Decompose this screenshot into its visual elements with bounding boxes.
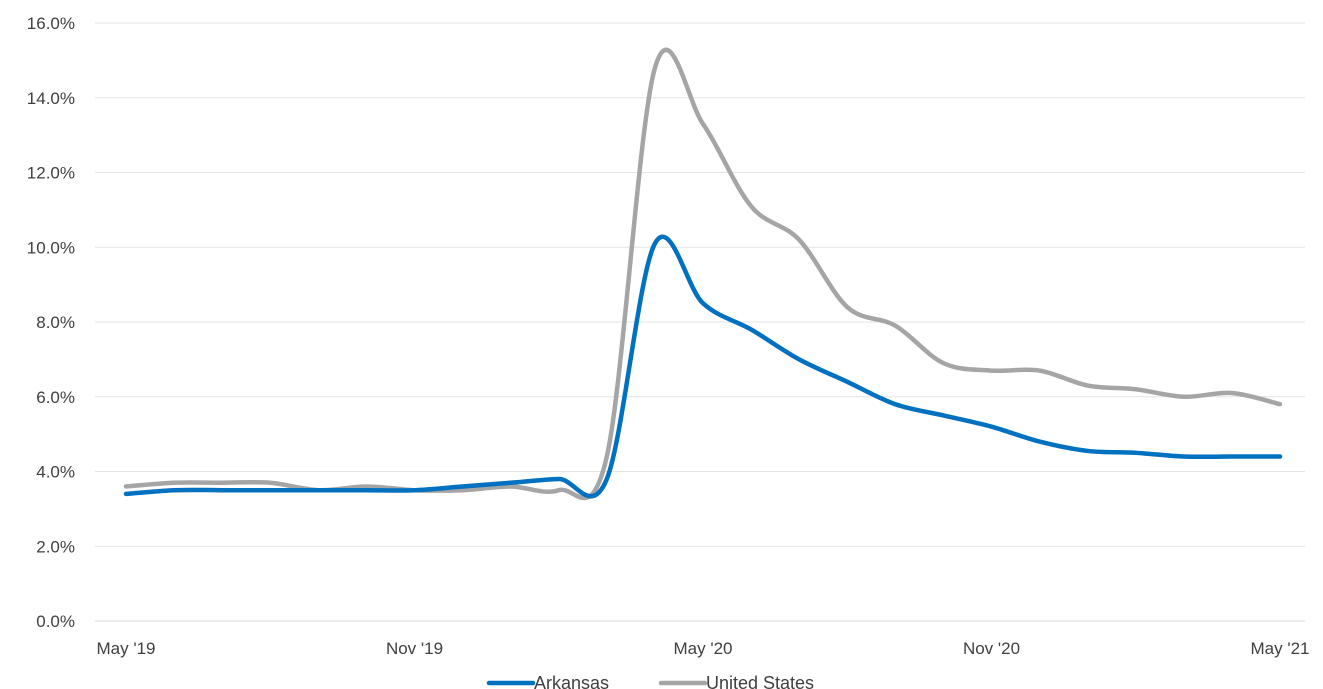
- y-tick-label: 16.0%: [27, 14, 75, 33]
- y-tick-label: 0.0%: [36, 612, 75, 631]
- x-tick-label: Nov '19: [386, 639, 443, 658]
- legend: Arkansas United States: [486, 673, 814, 689]
- x-tick-label: Nov '20: [963, 639, 1020, 658]
- series-lines: [123, 47, 1283, 501]
- legend-label-arkansas: Arkansas: [534, 673, 609, 689]
- x-tick-label: May '20: [674, 639, 733, 658]
- y-tick-label: 2.0%: [36, 537, 75, 556]
- y-axis-ticks: 0.0% 2.0% 4.0% 6.0% 8.0% 10.0% 12.0% 14.0% 16.0%: [27, 14, 75, 631]
- y-tick-label: 6.0%: [36, 388, 75, 407]
- gridlines: [95, 22, 1305, 622]
- y-tick-label: 12.0%: [27, 164, 75, 183]
- y-tick-label: 8.0%: [36, 313, 75, 332]
- y-tick-label: 4.0%: [36, 463, 75, 482]
- series-line-arkansas: [123, 234, 1283, 499]
- y-tick-label: 10.0%: [27, 238, 75, 257]
- x-axis-ticks: May '19 Nov '19 May '20 Nov '20 May '21: [97, 639, 1310, 658]
- y-tick-label: 14.0%: [27, 89, 75, 108]
- x-tick-label: May '19: [97, 639, 156, 658]
- x-tick-label: May '21: [1251, 639, 1310, 658]
- series-line-united-states: [123, 47, 1283, 501]
- legend-label-united-states: United States: [706, 673, 814, 689]
